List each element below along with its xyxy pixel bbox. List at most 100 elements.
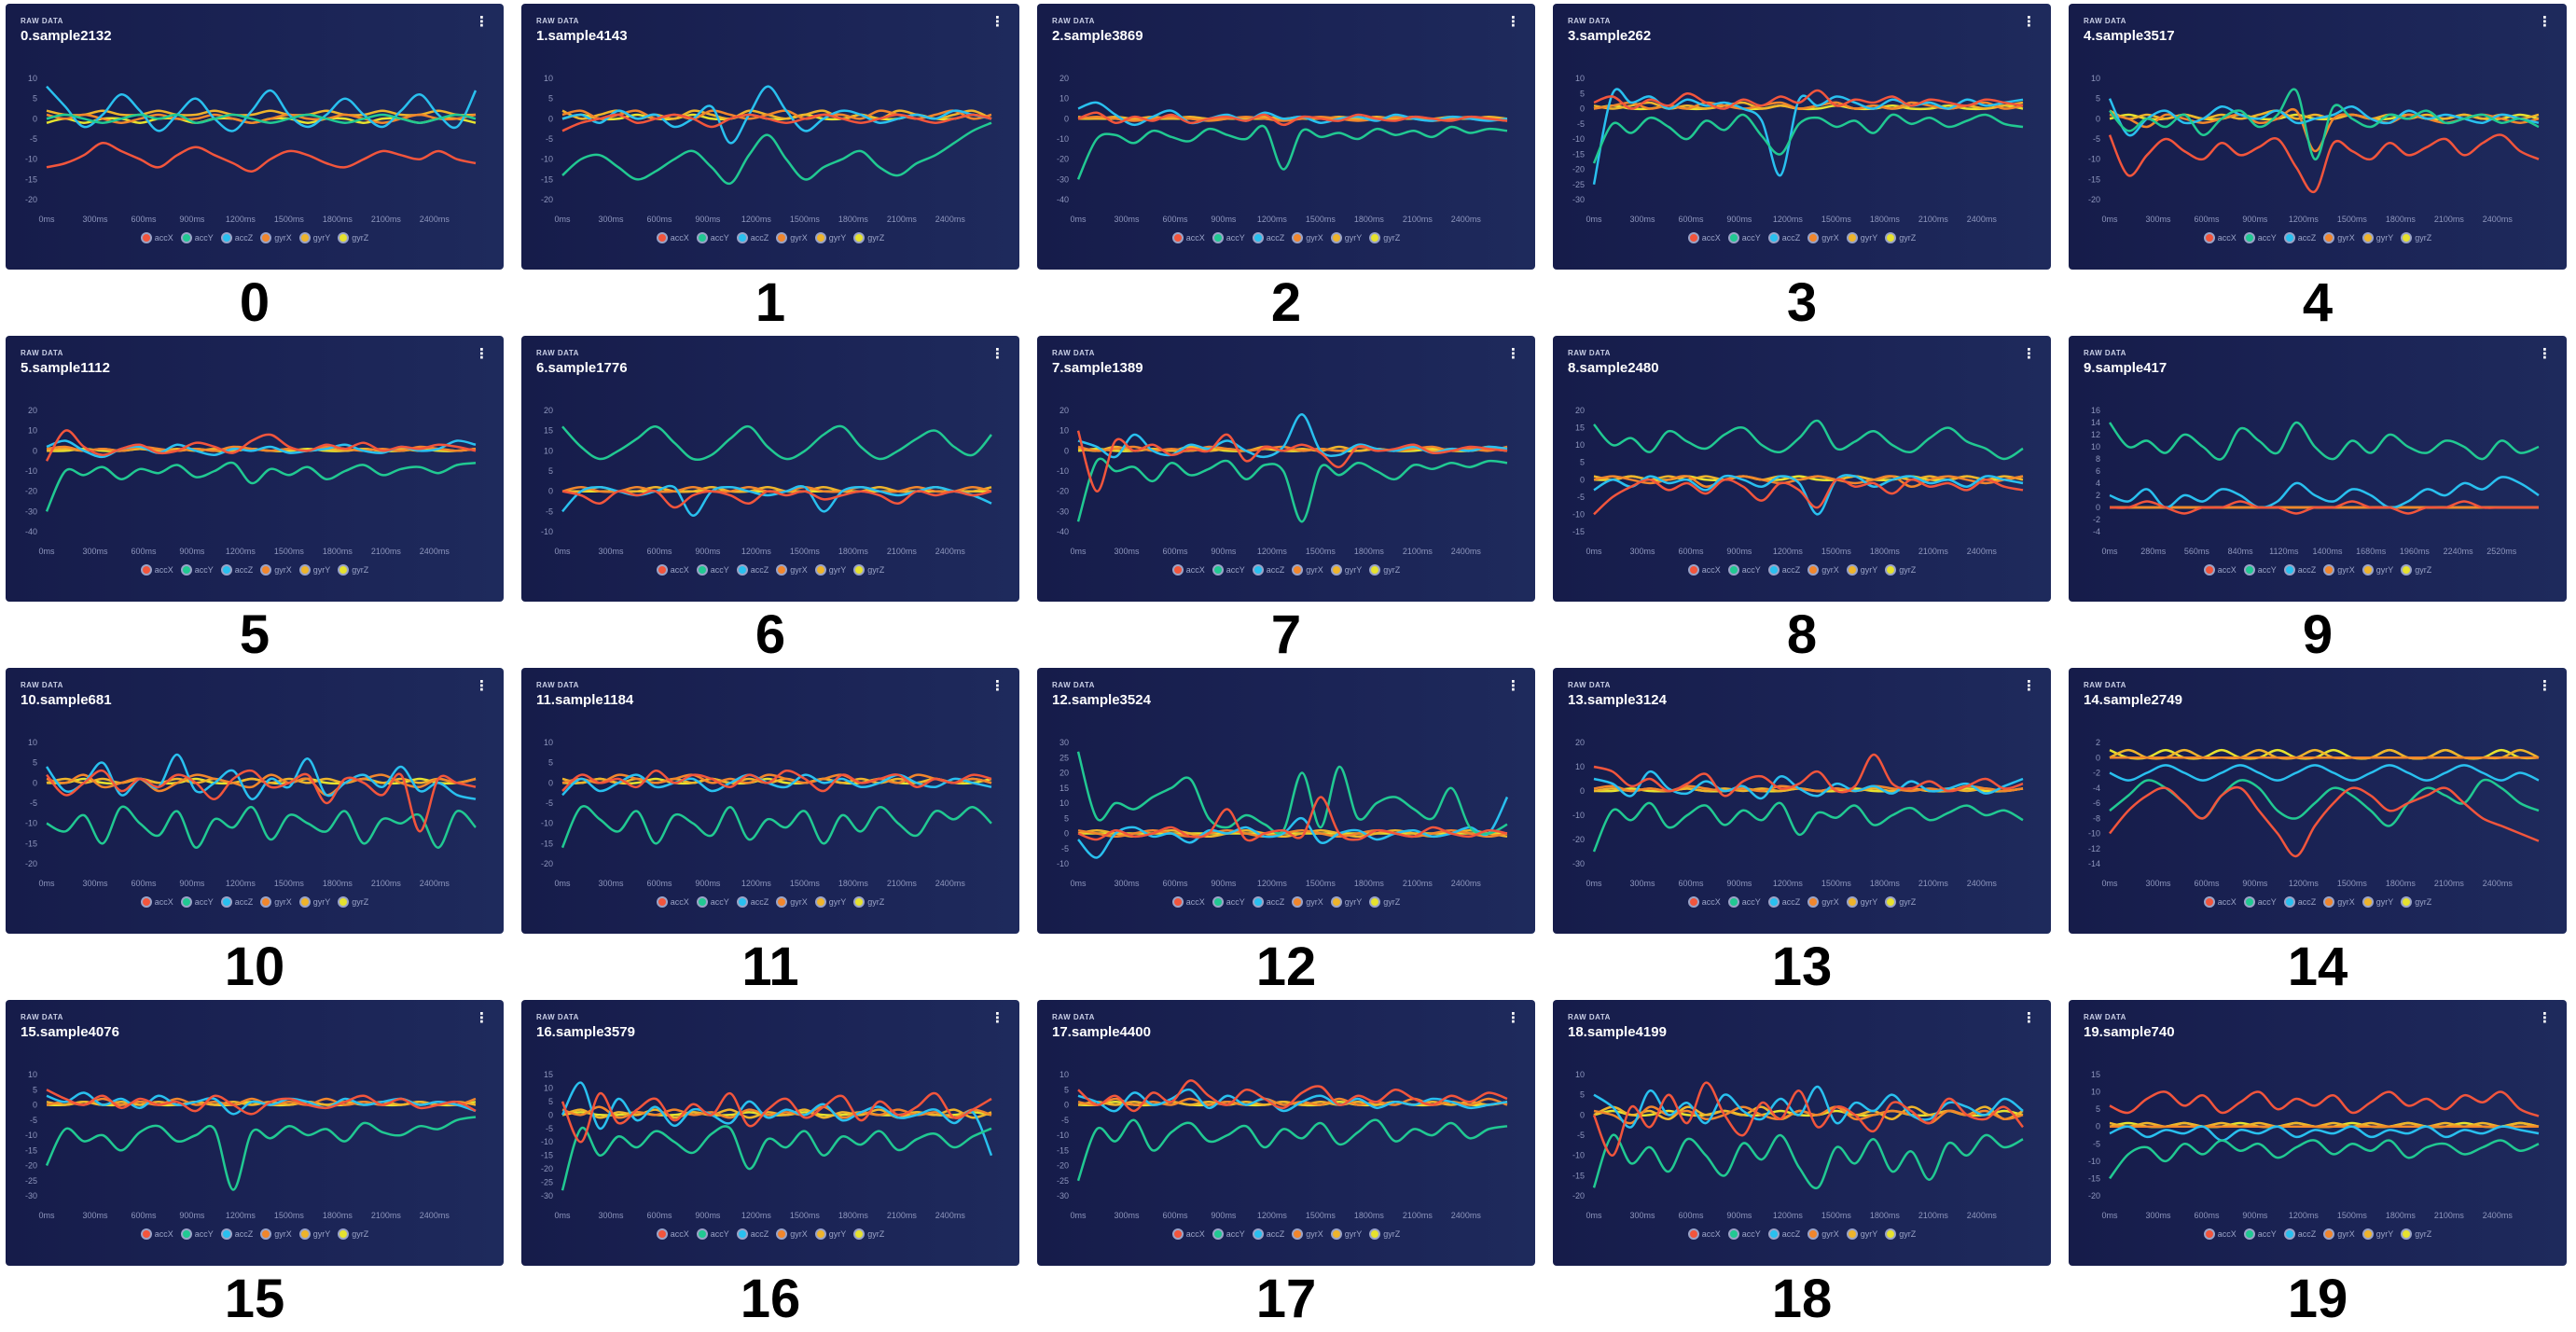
legend-item-gyrx[interactable]: gyrX: [260, 1228, 292, 1240]
legend-item-accy[interactable]: accY: [180, 232, 214, 243]
legend-item-accx[interactable]: accX: [656, 896, 689, 908]
more-menu-icon[interactable]: ⋮: [475, 346, 489, 362]
legend-item-accz[interactable]: accZ: [1767, 564, 1800, 576]
legend-item-accz[interactable]: accZ: [220, 1228, 253, 1240]
legend-item-accy[interactable]: accY: [696, 564, 729, 576]
legend-item-accy[interactable]: accY: [696, 232, 729, 243]
legend-item-gyry[interactable]: gyrY: [1846, 232, 1877, 243]
more-menu-icon[interactable]: ⋮: [990, 346, 1004, 362]
legend-item-gyry[interactable]: gyrY: [298, 232, 330, 243]
legend-item-gyrx[interactable]: gyrX: [776, 896, 808, 908]
legend-item-gyrx[interactable]: gyrX: [2323, 896, 2355, 908]
legend-item-accz[interactable]: accZ: [1252, 564, 1284, 576]
legend-item-gyrx[interactable]: gyrX: [1807, 1228, 1839, 1240]
legend-item-gyrz[interactable]: gyrZ: [1369, 564, 1400, 576]
more-menu-icon[interactable]: ⋮: [990, 1010, 1004, 1026]
legend-item-gyrx[interactable]: gyrX: [776, 232, 808, 243]
legend-item-accx[interactable]: accX: [1687, 1228, 1721, 1240]
more-menu-icon[interactable]: ⋮: [2022, 346, 2036, 362]
legend-item-gyrz[interactable]: gyrZ: [1369, 896, 1400, 908]
legend-item-accy[interactable]: accY: [180, 564, 214, 576]
legend-item-accx[interactable]: accX: [656, 232, 689, 243]
legend-item-accy[interactable]: accY: [696, 1228, 729, 1240]
legend-item-gyrx[interactable]: gyrX: [1292, 1228, 1323, 1240]
legend-item-accx[interactable]: accX: [140, 564, 173, 576]
legend-item-gyrx[interactable]: gyrX: [2323, 232, 2355, 243]
legend-item-gyry[interactable]: gyrY: [2361, 896, 2393, 908]
legend-item-accy[interactable]: accY: [2243, 1228, 2277, 1240]
legend-item-accx[interactable]: accX: [656, 1228, 689, 1240]
legend-item-accx[interactable]: accX: [1171, 1228, 1205, 1240]
legend-item-accz[interactable]: accZ: [2283, 896, 2316, 908]
legend-item-accx[interactable]: accX: [140, 1228, 173, 1240]
more-menu-icon[interactable]: ⋮: [475, 678, 489, 694]
legend-item-accz[interactable]: accZ: [1252, 1228, 1284, 1240]
legend-item-gyrz[interactable]: gyrZ: [338, 1228, 368, 1240]
legend-item-gyry[interactable]: gyrY: [1846, 564, 1877, 576]
legend-item-accx[interactable]: accX: [656, 564, 689, 576]
legend-item-accz[interactable]: accZ: [736, 896, 769, 908]
legend-item-accz[interactable]: accZ: [1767, 896, 1800, 908]
legend-item-gyrz[interactable]: gyrZ: [1885, 232, 1916, 243]
legend-item-gyrx[interactable]: gyrX: [1292, 232, 1323, 243]
legend-item-gyrx[interactable]: gyrX: [1807, 896, 1839, 908]
legend-item-accy[interactable]: accY: [1212, 896, 1245, 908]
legend-item-gyrz[interactable]: gyrZ: [853, 232, 884, 243]
more-menu-icon[interactable]: ⋮: [2022, 1010, 2036, 1026]
legend-item-gyry[interactable]: gyrY: [814, 1228, 846, 1240]
legend-item-gyry[interactable]: gyrY: [298, 896, 330, 908]
legend-item-accz[interactable]: accZ: [736, 232, 769, 243]
legend-item-gyrx[interactable]: gyrX: [776, 1228, 808, 1240]
legend-item-gyrz[interactable]: gyrZ: [853, 1228, 884, 1240]
legend-item-accz[interactable]: accZ: [736, 1228, 769, 1240]
legend-item-accz[interactable]: accZ: [2283, 232, 2316, 243]
legend-item-gyrz[interactable]: gyrZ: [2401, 1228, 2431, 1240]
legend-item-accx[interactable]: accX: [1171, 564, 1205, 576]
legend-item-accx[interactable]: accX: [140, 896, 173, 908]
legend-item-gyrx[interactable]: gyrX: [776, 564, 808, 576]
legend-item-accy[interactable]: accY: [2243, 896, 2277, 908]
legend-item-accx[interactable]: accX: [2203, 1228, 2237, 1240]
legend-item-accz[interactable]: accZ: [1252, 232, 1284, 243]
legend-item-accz[interactable]: accZ: [220, 564, 253, 576]
legend-item-gyrx[interactable]: gyrX: [1292, 896, 1323, 908]
more-menu-icon[interactable]: ⋮: [475, 14, 489, 30]
more-menu-icon[interactable]: ⋮: [475, 1010, 489, 1026]
legend-item-accz[interactable]: accZ: [1767, 1228, 1800, 1240]
legend-item-gyry[interactable]: gyrY: [814, 564, 846, 576]
more-menu-icon[interactable]: ⋮: [2538, 346, 2552, 362]
legend-item-accy[interactable]: accY: [1727, 564, 1761, 576]
legend-item-gyrz[interactable]: gyrZ: [2401, 232, 2431, 243]
legend-item-accy[interactable]: accY: [1212, 564, 1245, 576]
legend-item-accx[interactable]: accX: [2203, 896, 2237, 908]
legend-item-accy[interactable]: accY: [2243, 564, 2277, 576]
legend-item-gyrx[interactable]: gyrX: [1807, 232, 1839, 243]
legend-item-accx[interactable]: accX: [1687, 564, 1721, 576]
legend-item-accy[interactable]: accY: [1727, 896, 1761, 908]
legend-item-gyrx[interactable]: gyrX: [1807, 564, 1839, 576]
legend-item-accz[interactable]: accZ: [2283, 1228, 2316, 1240]
legend-item-gyrz[interactable]: gyrZ: [853, 896, 884, 908]
legend-item-accy[interactable]: accY: [696, 896, 729, 908]
legend-item-gyrz[interactable]: gyrZ: [338, 896, 368, 908]
legend-item-gyrx[interactable]: gyrX: [260, 564, 292, 576]
more-menu-icon[interactable]: ⋮: [990, 678, 1004, 694]
legend-item-gyry[interactable]: gyrY: [2361, 232, 2393, 243]
legend-item-gyrx[interactable]: gyrX: [2323, 564, 2355, 576]
legend-item-accx[interactable]: accX: [1687, 232, 1721, 243]
legend-item-accx[interactable]: accX: [1687, 896, 1721, 908]
legend-item-gyry[interactable]: gyrY: [1330, 1228, 1362, 1240]
legend-item-accx[interactable]: accX: [140, 232, 173, 243]
legend-item-gyrz[interactable]: gyrZ: [1885, 1228, 1916, 1240]
legend-item-gyrz[interactable]: gyrZ: [1369, 232, 1400, 243]
legend-item-accy[interactable]: accY: [1727, 232, 1761, 243]
legend-item-gyry[interactable]: gyrY: [814, 232, 846, 243]
legend-item-gyrz[interactable]: gyrZ: [1885, 896, 1916, 908]
legend-item-accy[interactable]: accY: [180, 896, 214, 908]
legend-item-accz[interactable]: accZ: [2283, 564, 2316, 576]
legend-item-gyrx[interactable]: gyrX: [260, 232, 292, 243]
more-menu-icon[interactable]: ⋮: [2022, 678, 2036, 694]
legend-item-accy[interactable]: accY: [1212, 232, 1245, 243]
more-menu-icon[interactable]: ⋮: [990, 14, 1004, 30]
legend-item-gyry[interactable]: gyrY: [1846, 896, 1877, 908]
